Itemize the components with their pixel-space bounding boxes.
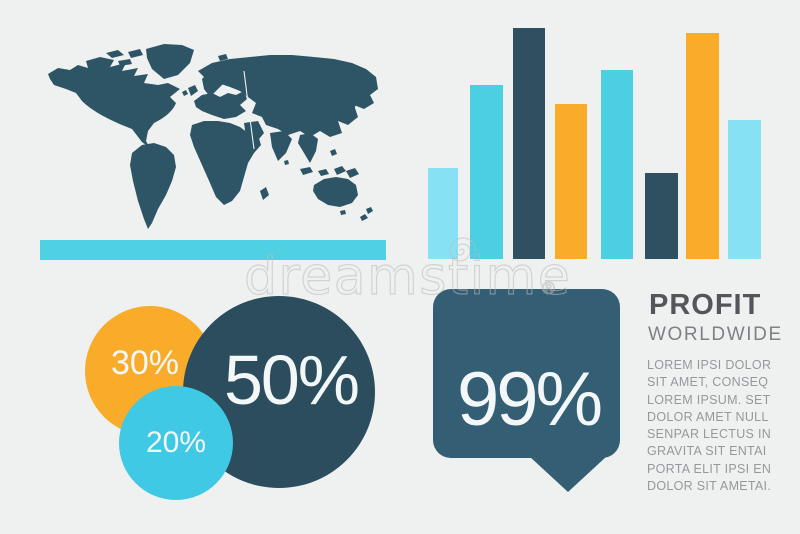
- chart-bar: [470, 85, 503, 259]
- chart-bar: [686, 33, 719, 259]
- stat-circle-20: 20%: [119, 386, 233, 500]
- chart-bar: [428, 168, 458, 259]
- chart-bar: [513, 28, 545, 259]
- chart-bar: [601, 70, 633, 259]
- chart-bar: [645, 173, 678, 259]
- map-underline-bar: [40, 240, 386, 260]
- world-map-graphic: [48, 44, 378, 229]
- stat-20-label: 20%: [145, 426, 207, 459]
- chart-bar: [555, 104, 587, 259]
- profit-heading: PROFIT: [649, 289, 762, 321]
- chart-bar: [728, 120, 761, 259]
- stat-99-label: 99%: [456, 357, 603, 442]
- speech-bubble: 99%: [433, 289, 620, 492]
- bar-chart: [428, 20, 761, 259]
- speech-bubble-tail: [529, 456, 607, 492]
- worldwide-subheading: WORLDWIDE: [648, 324, 783, 345]
- stat-30-label: 30%: [110, 343, 180, 382]
- map-seam-line: [243, 70, 255, 150]
- stat-50-label: 50%: [223, 341, 360, 419]
- body-text: LOREM IPSI DOLOR SIT AMET, CONSEQ LOREM …: [647, 358, 772, 494]
